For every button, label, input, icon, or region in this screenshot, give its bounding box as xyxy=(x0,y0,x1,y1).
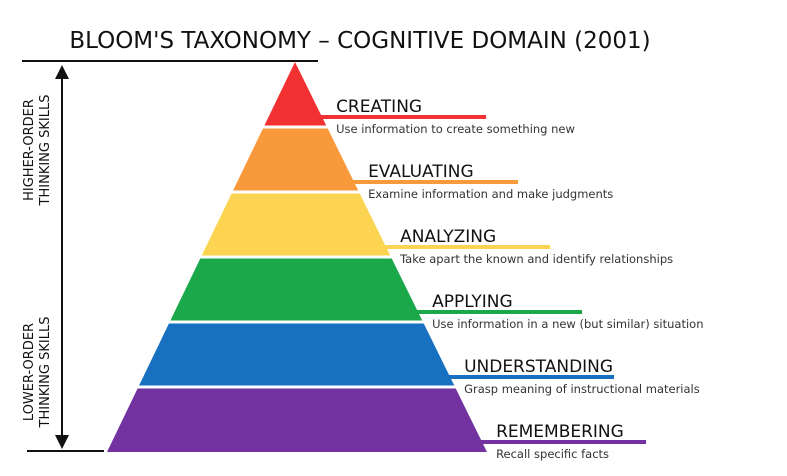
level-description: Use information in a new (but similar) s… xyxy=(432,317,703,331)
pyramid-layer xyxy=(170,258,423,321)
side-label: THINKING SKILLS xyxy=(38,317,53,429)
level-name: UNDERSTANDING xyxy=(464,357,613,377)
pyramid-layer xyxy=(201,193,391,256)
level-description: Examine information and make judgments xyxy=(368,187,613,201)
level-description: Use information to create something new xyxy=(336,122,575,136)
pyramid-layer xyxy=(107,388,487,452)
level-name: CREATING xyxy=(336,97,422,117)
side-label: THINKING SKILLS xyxy=(38,95,53,207)
level-description: Take apart the known and identify relati… xyxy=(399,252,673,266)
pyramid-layer xyxy=(139,323,455,386)
pyramid-layer xyxy=(264,62,327,126)
level-name: EVALUATING xyxy=(368,162,474,182)
level-description: Recall specific facts xyxy=(496,447,609,461)
title: BLOOM'S TAXONOMY – COGNITIVE DOMAIN (200… xyxy=(69,28,650,54)
level-name: APPLYING xyxy=(432,292,513,312)
level-name: REMEMBERING xyxy=(496,422,624,442)
level-description: Grasp meaning of instructional materials xyxy=(464,382,700,396)
level-name: ANALYZING xyxy=(400,227,496,247)
side-label: HIGHER-ORDER xyxy=(22,99,37,201)
pyramid: CREATING Use information to create someth… xyxy=(107,62,704,461)
side-label: LOWER-ORDER xyxy=(22,323,37,421)
pyramid-layer xyxy=(233,128,359,191)
